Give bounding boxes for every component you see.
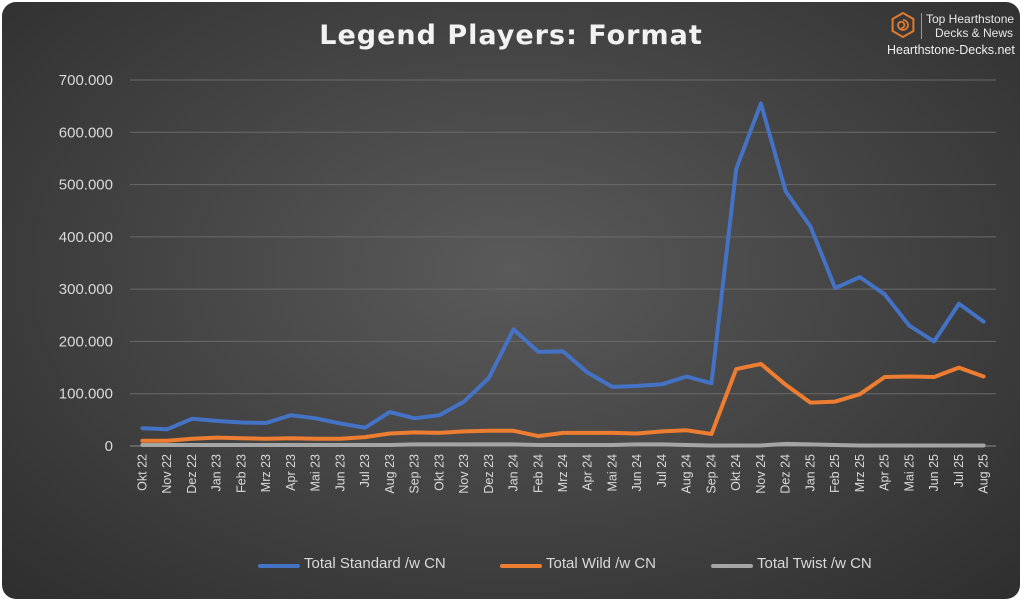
x-tick-label: Jan 23 [210,454,224,492]
x-tick-label: Aug 24 [680,454,694,494]
x-tick-label: Nov 23 [457,454,471,494]
x-tick-label: Sep 23 [408,454,422,494]
brand-badge[interactable]: Top Hearthstone Decks & News Hearthstone… [887,8,1020,64]
y-tick-label: 0 [105,438,113,455]
x-tick-label: Aug 23 [383,454,397,494]
series-line-1 [140,361,986,443]
x-tick-label: Jan 24 [507,454,521,492]
legend-label: Total Wild /w CN [546,555,657,572]
x-tick-label: Aug 25 [977,454,991,494]
x-tick-label: Apr 24 [581,454,595,491]
x-tick-label: Feb 24 [531,454,545,493]
legend-label: Total Twist /w CN [757,555,872,572]
legend-swatch [711,564,753,568]
series-lines [140,101,986,448]
x-tick-label: Okt 22 [135,454,149,491]
x-tick-label: Mai 24 [605,454,619,492]
y-tick-label: 300.000 [59,281,113,298]
x-tick-label: Jul 25 [952,454,966,487]
x-tick-label: Jul 23 [358,454,372,487]
x-tick-label: Mai 25 [902,454,916,492]
x-tick-label: Okt 23 [432,454,446,491]
y-tick-label: 500.000 [59,177,113,194]
x-tick-label: Mrz 23 [259,454,273,492]
x-tick-label: Jan 25 [803,454,817,492]
x-tick-label: Nov 24 [754,454,768,494]
y-tick-label: 400.000 [59,229,113,246]
brand-tagline-1: Top Hearthstone [926,12,1015,26]
x-axis-ticks: Okt 22 Nov 22 Dez 22 Jan 23 Feb 23 Mrz 23 Apr … [135,454,990,494]
legend-swatch [500,564,542,568]
x-tick-label: Feb 25 [828,454,842,493]
y-tick-label: 700.000 [59,72,113,89]
x-tick-label: Okt 24 [729,454,743,491]
brand-url[interactable]: Hearthstone-Decks.net [887,43,1015,57]
x-tick-label: Apr 25 [878,454,892,491]
legend-swatch [258,564,300,568]
chart-title: Legend Players: Format [319,20,703,51]
x-tick-label: Mrz 25 [853,454,867,492]
x-tick-label: Jul 24 [655,454,669,487]
x-tick-label: Sep 24 [704,454,718,494]
x-tick-label: Dez 23 [482,454,496,494]
x-tick-label: Nov 22 [160,454,174,494]
brand-tagline-2: Decks & News [935,26,1014,40]
x-tick-label: Mai 23 [309,454,323,492]
x-tick-label: Jun 24 [630,454,644,492]
series-line-2 [140,441,986,448]
x-tick-label: Dez 22 [185,454,199,494]
series-line-0 [140,101,986,432]
x-tick-label: Dez 24 [779,454,793,494]
y-tick-label: 200.000 [59,333,113,350]
x-tick-label: Feb 23 [234,454,248,493]
y-tick-label: 100.000 [59,386,113,403]
x-tick-label: Apr 23 [284,454,298,491]
y-tick-label: 600.000 [59,124,113,141]
y-axis-ticks: 0 100.000 200.000 300.000 400.000 500.000 600.… [59,72,113,455]
hexagon-spiral-icon [891,12,915,38]
brand-divider [921,13,922,39]
x-tick-label: Jun 23 [333,454,347,492]
x-tick-label: Mrz 24 [556,454,570,492]
legend-label: Total Standard /w CN [304,555,446,572]
x-tick-label: Jun 25 [927,454,941,492]
